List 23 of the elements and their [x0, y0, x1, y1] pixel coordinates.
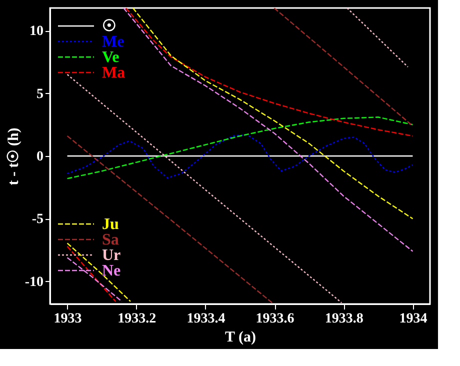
- x-tick-label: 1934: [399, 312, 428, 326]
- x-tick-label: 1933: [54, 312, 82, 326]
- y-tick-label: -10: [24, 274, 44, 290]
- x-tick-label: 1933.2: [118, 312, 156, 326]
- legend-label: Ne: [102, 262, 121, 280]
- x-tick-label: 1933.4: [186, 312, 226, 326]
- legend-label: Sa: [102, 232, 119, 248]
- legend-label: Me: [102, 34, 124, 50]
- x-tick-label: 1933.6: [256, 312, 294, 326]
- legend-label: Ju: [102, 216, 119, 233]
- legend-label: ☉: [102, 18, 116, 35]
- legend-label: Ve: [102, 49, 120, 66]
- legend-label: Ur: [102, 247, 121, 264]
- y-tick-label: 0: [36, 150, 44, 164]
- y-tick-label: 10: [30, 24, 44, 40]
- y-tick-label: -5: [32, 212, 44, 228]
- line-series: [66, 116, 414, 180]
- legend-label: Ma: [102, 64, 126, 82]
- line-series: [66, 134, 414, 179]
- x-tick-label: 1933.8: [324, 312, 364, 326]
- y-tick-label: 5: [36, 86, 44, 102]
- y-axis-title: t - t☉ (h): [6, 128, 22, 186]
- x-axis-title: T (a): [225, 330, 256, 346]
